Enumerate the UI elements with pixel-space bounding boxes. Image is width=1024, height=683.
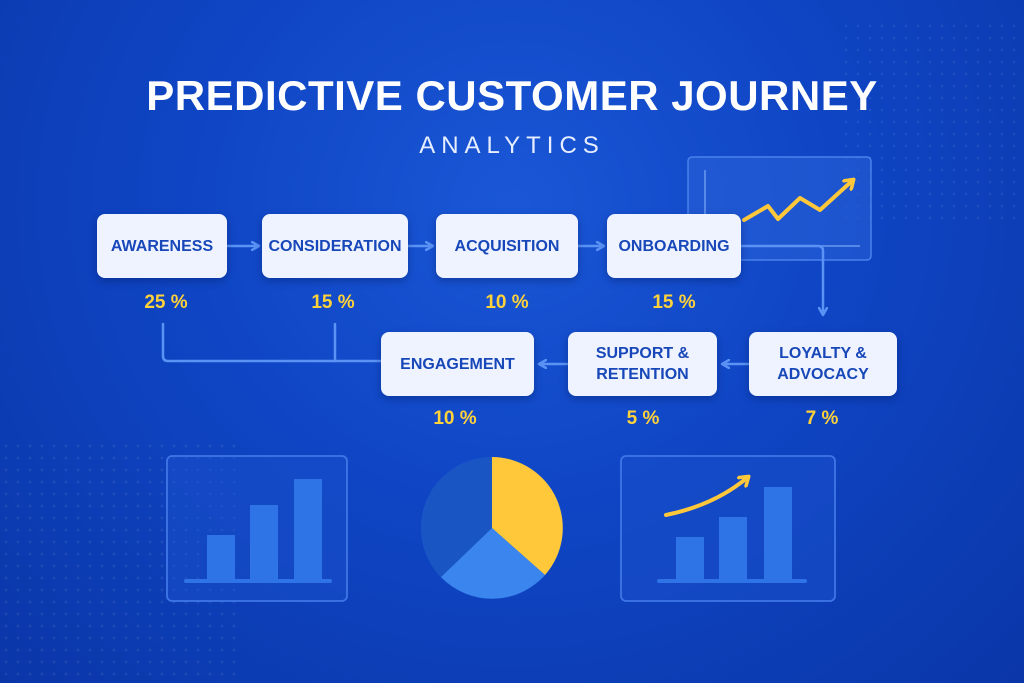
- percent-consideration: 15 %: [311, 292, 355, 313]
- page-title: PREDICTIVE CUSTOMER JOURNEY: [146, 72, 878, 119]
- stage-consideration: CONSIDERATION: [262, 214, 408, 278]
- loop-engagement-awareness: [161, 322, 383, 363]
- flow-connectors: [161, 244, 823, 364]
- percent-acquisition: 10 %: [485, 292, 529, 313]
- stage-engagement: ENGAGEMENT: [381, 332, 534, 396]
- stage-support-retention: SUPPORT & RETENTION: [568, 332, 717, 396]
- percent-onboarding: 15 %: [652, 292, 696, 313]
- pie-chart-icon: [421, 457, 563, 599]
- stage-acquisition: ACQUISITION: [436, 214, 578, 278]
- page-subtitle: ANALYTICS: [419, 132, 605, 159]
- percent-awareness: 25 %: [144, 292, 188, 313]
- percent-engagement: 10 %: [433, 408, 477, 429]
- arrow-onboarding-loyalty: [739, 244, 823, 314]
- stage-awareness: AWARENESS: [97, 214, 227, 278]
- percent-support-retention: 5 %: [626, 408, 660, 429]
- growth-bar-chart-icon: [620, 455, 836, 602]
- bar-chart-icon: [166, 455, 348, 602]
- stage-loyalty-advocacy: LOYALTY & ADVOCACY: [749, 332, 897, 396]
- stage-onboarding: ONBOARDING: [607, 214, 741, 278]
- percent-loyalty-advocacy: 7 %: [805, 408, 839, 429]
